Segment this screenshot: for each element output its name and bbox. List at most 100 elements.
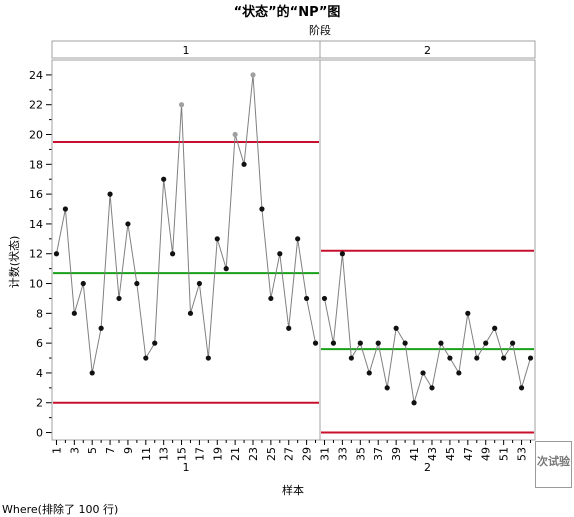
y-tick-label: 8 (36, 307, 43, 320)
data-point (438, 341, 443, 346)
y-tick-label: 0 (36, 427, 43, 440)
data-point (331, 341, 336, 346)
data-point (259, 206, 264, 211)
data-point (54, 251, 59, 256)
data-point (510, 341, 515, 346)
y-tick-label: 20 (29, 129, 43, 142)
data-point (403, 341, 408, 346)
data-point (90, 370, 95, 375)
y-tick-label: 18 (29, 158, 43, 171)
data-point (340, 251, 345, 256)
phase-axis-label: 1 (183, 461, 190, 474)
data-point (420, 370, 425, 375)
data-point (501, 355, 506, 360)
x-tick-label: 35 (354, 447, 367, 461)
data-point (277, 251, 282, 256)
data-point (72, 311, 77, 316)
data-point (152, 341, 157, 346)
data-point (241, 162, 246, 167)
x-tick-label: 1 (50, 447, 63, 454)
data-point (143, 355, 148, 360)
data-point (268, 296, 273, 301)
data-point (188, 311, 193, 316)
y-tick-label: 4 (36, 367, 43, 380)
x-axis-label: 样本 (282, 483, 304, 497)
out-of-control-point (233, 132, 238, 137)
x-tick-label: 23 (247, 447, 260, 461)
data-point (456, 370, 461, 375)
data-point (206, 355, 211, 360)
data-point (376, 341, 381, 346)
data-point (465, 311, 470, 316)
data-point (99, 326, 104, 331)
data-point (295, 236, 300, 241)
y-axis-label: 计数(状态) (7, 236, 21, 289)
x-tick-label: 41 (408, 447, 421, 461)
y-tick-label: 22 (29, 99, 43, 112)
data-point (349, 355, 354, 360)
data-point (116, 296, 121, 301)
x-tick-label: 5 (86, 447, 99, 454)
data-point (170, 251, 175, 256)
data-point (358, 341, 363, 346)
x-tick-label: 51 (498, 447, 511, 461)
x-tick-label: 29 (301, 447, 314, 461)
data-point (313, 341, 318, 346)
data-point (385, 385, 390, 390)
data-point (474, 355, 479, 360)
phase-header-label: 阶段 (309, 23, 331, 37)
x-tick-label: 13 (158, 447, 171, 461)
out-of-control-point (250, 72, 255, 77)
data-point (224, 266, 229, 271)
x-tick-label: 47 (462, 447, 475, 461)
out-of-control-point (179, 102, 184, 107)
phase-header-value: 2 (424, 44, 431, 57)
y-tick-label: 24 (29, 69, 43, 82)
x-tick-label: 33 (336, 447, 349, 461)
data-point (215, 236, 220, 241)
x-tick-label: 21 (229, 447, 242, 461)
data-point (492, 326, 497, 331)
x-tick-label: 9 (122, 447, 135, 454)
x-tick-label: 7 (104, 447, 117, 454)
data-point (286, 326, 291, 331)
x-tick-label: 19 (211, 447, 224, 461)
data-point (107, 192, 112, 197)
n-trials-button-label: n 次试验 (535, 455, 570, 469)
data-point (81, 281, 86, 286)
x-tick-label: 17 (193, 447, 206, 461)
data-point (161, 177, 166, 182)
data-point (304, 296, 309, 301)
x-tick-label: 45 (444, 447, 457, 461)
data-point (528, 355, 533, 360)
data-point (322, 296, 327, 301)
data-point (367, 370, 372, 375)
y-tick-label: 12 (29, 248, 43, 261)
data-point (519, 385, 524, 390)
data-point (429, 385, 434, 390)
phase-header-value: 1 (183, 44, 190, 57)
y-tick-label: 10 (29, 278, 43, 291)
data-point (483, 341, 488, 346)
y-tick-label: 14 (29, 218, 43, 231)
x-tick-label: 3 (68, 447, 81, 454)
where-filter-note: Where(排除了 100 行) (2, 501, 118, 517)
y-tick-label: 16 (29, 188, 43, 201)
x-tick-label: 15 (176, 447, 189, 461)
y-tick-label: 6 (36, 337, 43, 350)
x-tick-label: 53 (516, 447, 529, 461)
x-tick-label: 49 (480, 447, 493, 461)
plot-panel-frame (52, 60, 320, 440)
x-tick-label: 43 (426, 447, 439, 461)
data-point (394, 326, 399, 331)
data-point (197, 281, 202, 286)
data-point (134, 281, 139, 286)
x-tick-label: 25 (265, 447, 278, 461)
phase-axis-label: 2 (424, 461, 431, 474)
x-tick-label: 27 (283, 447, 296, 461)
x-tick-label: 31 (318, 447, 331, 461)
data-point (411, 400, 416, 405)
n-trials-button[interactable]: n 次试验 (535, 441, 572, 488)
data-point (447, 355, 452, 360)
